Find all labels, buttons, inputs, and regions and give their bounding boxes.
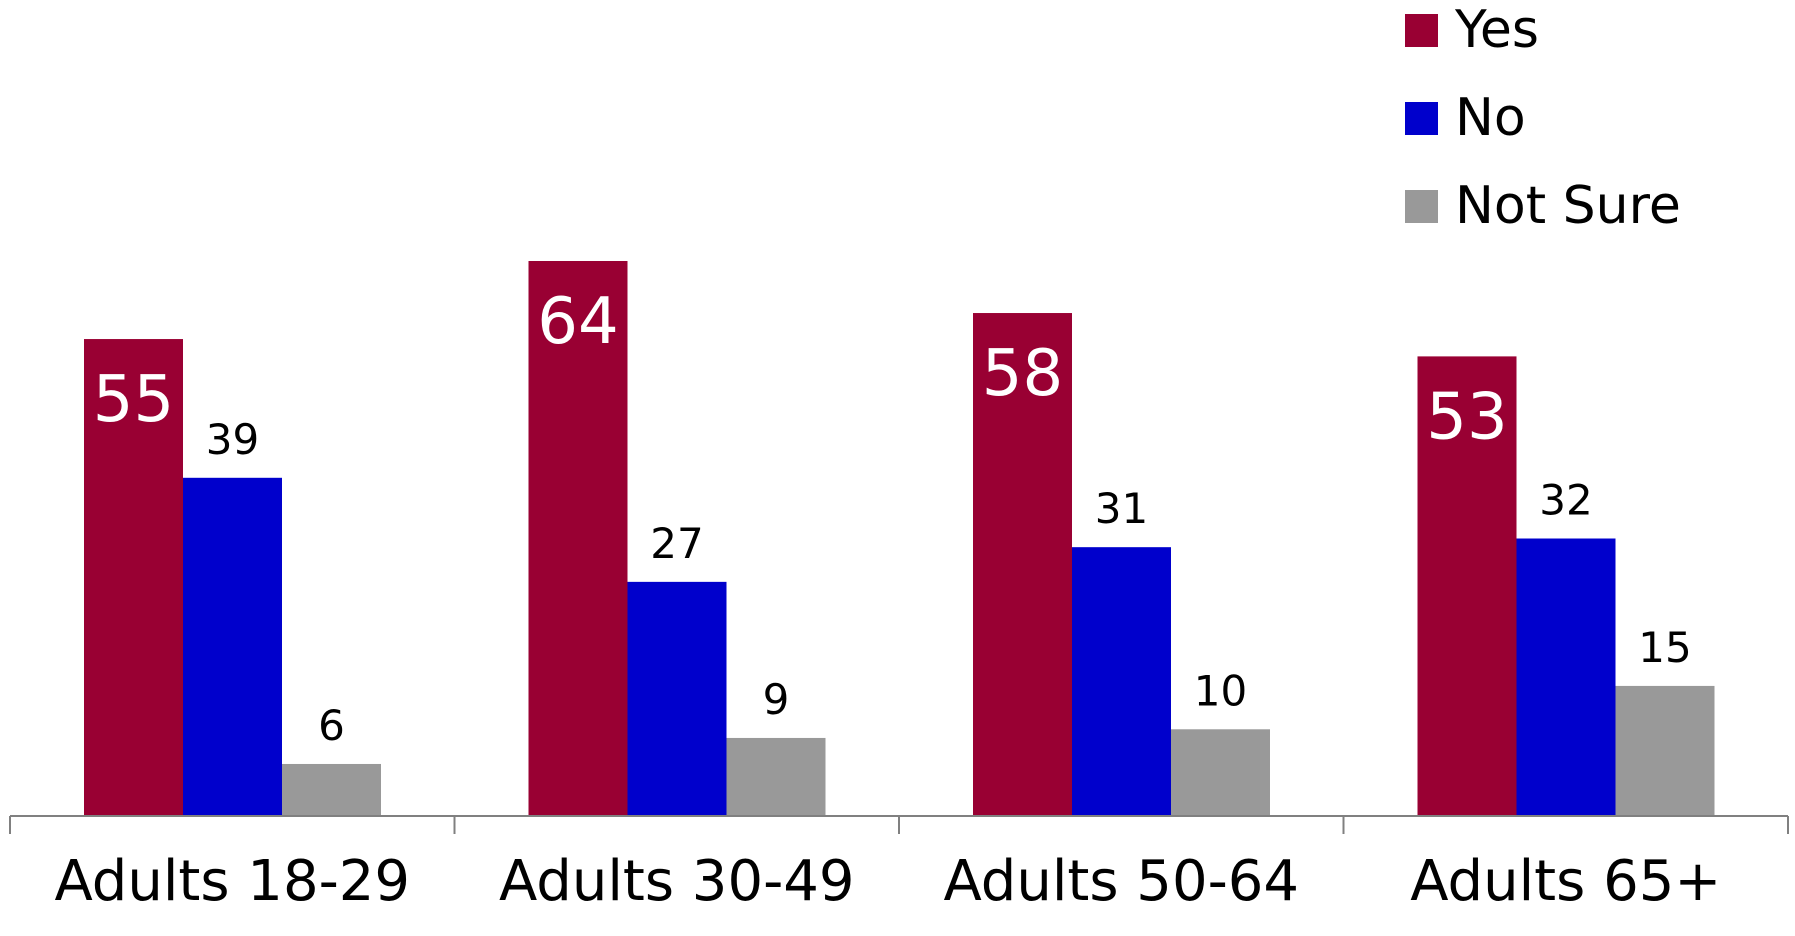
data-label-no-1: 39 [206, 415, 259, 464]
bar-yes-3 [973, 313, 1072, 816]
legend-swatch-not-sure [1405, 190, 1438, 223]
data-label-not-sure-3: 10 [1194, 666, 1247, 715]
data-label-yes-2: 64 [537, 285, 618, 359]
data-label-yes-1: 55 [93, 363, 174, 437]
data-label-not-sure-2: 9 [763, 675, 790, 724]
x-tick-label-3: Adults 50-64 [943, 849, 1299, 914]
x-tick-label-2: Adults 30-49 [499, 849, 855, 914]
bar-not-sure-1 [282, 763, 381, 816]
bar-yes-1 [84, 339, 183, 816]
legend-swatch-yes [1405, 14, 1438, 47]
bar-not-sure-3 [1171, 729, 1270, 816]
bars-layer [84, 261, 1715, 816]
bar-no-1 [183, 477, 282, 816]
bar-no-2 [627, 581, 727, 816]
bar-not-sure-4 [1615, 685, 1715, 816]
bar-no-4 [1516, 538, 1616, 816]
data-label-no-3: 31 [1095, 484, 1148, 533]
legend: Yes No Not Sure [1405, 0, 1681, 236]
data-label-no-2: 27 [650, 519, 703, 568]
bar-no-3 [1072, 547, 1171, 816]
x-tick-label-4: Adults 65+ [1410, 849, 1721, 914]
data-label-yes-4: 53 [1426, 380, 1507, 454]
bar-not-sure-2 [726, 737, 826, 816]
legend-label-yes: Yes [1454, 0, 1539, 60]
category-labels-layer: Adults 18-29 Adults 30-49 Adults 50-64 Adul… [54, 849, 1721, 914]
x-tick-label-1: Adults 18-29 [54, 849, 410, 914]
data-label-yes-3: 58 [982, 337, 1063, 411]
legend-label-not-sure: Not Sure [1455, 176, 1681, 236]
data-label-not-sure-4: 15 [1638, 623, 1691, 672]
value-labels-layer: 55 39 6 64 27 9 58 31 10 53 32 15 [93, 285, 1692, 750]
legend-swatch-no [1405, 102, 1438, 135]
bar-yes-2 [528, 261, 628, 816]
x-axis [9, 815, 1789, 834]
data-label-no-4: 32 [1539, 476, 1592, 525]
data-label-not-sure-1: 6 [318, 701, 345, 750]
legend-label-no: No [1455, 88, 1526, 148]
bar-yes-4 [1417, 356, 1517, 816]
